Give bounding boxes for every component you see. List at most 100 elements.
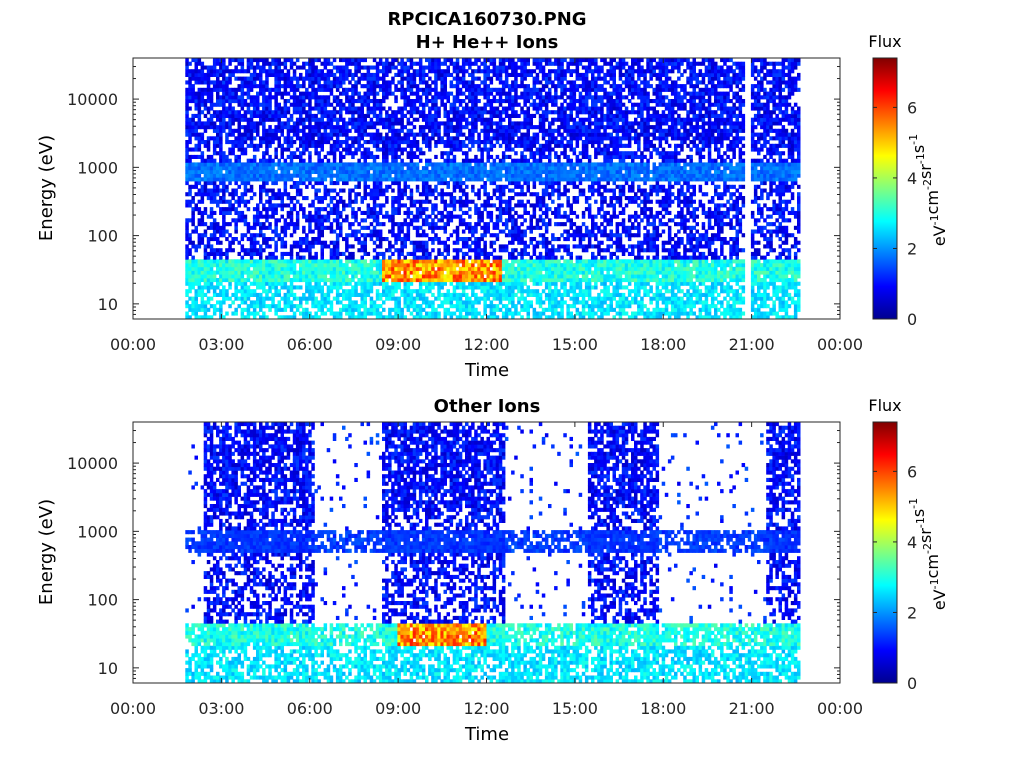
heatmap-cell	[195, 185, 199, 189]
heatmap-cell	[388, 263, 392, 267]
heatmap-cell	[311, 289, 315, 293]
heatmap-cell	[459, 148, 463, 152]
heatmap-cell	[493, 58, 497, 62]
heatmap-cell	[262, 95, 266, 99]
heatmap-cell	[191, 297, 195, 301]
heatmap-cell	[487, 118, 491, 122]
heatmap-cell	[281, 297, 285, 301]
heatmap-cell	[317, 289, 321, 293]
heatmap-cell	[278, 189, 282, 193]
heatmap-cell	[247, 271, 251, 275]
heatmap-cell	[327, 293, 331, 297]
heatmap-cell	[216, 267, 220, 271]
heatmap-cell	[281, 144, 285, 148]
heatmap-cell	[281, 237, 285, 241]
heatmap-cell	[462, 244, 466, 248]
heatmap-cell	[210, 215, 214, 219]
heatmap-cell	[397, 148, 401, 152]
heatmap-cell	[388, 248, 392, 252]
heatmap-cell	[394, 207, 398, 211]
heatmap-cell	[336, 233, 340, 237]
heatmap-cell	[207, 271, 211, 275]
heatmap-cell	[367, 162, 371, 166]
heatmap-cell	[407, 99, 411, 103]
heatmap-cell	[244, 170, 248, 174]
heatmap-cell	[191, 218, 195, 222]
heatmap-cell	[201, 162, 205, 166]
heatmap-cell	[299, 107, 303, 111]
heatmap-cell	[305, 95, 309, 99]
heatmap-cell	[284, 218, 288, 222]
heatmap-cell	[453, 312, 457, 316]
heatmap-cell	[216, 62, 220, 66]
heatmap-cell	[339, 226, 343, 230]
heatmap-cell	[404, 103, 408, 107]
heatmap-cell	[361, 133, 365, 137]
heatmap-cell	[422, 92, 426, 96]
heatmap-cell	[373, 162, 377, 166]
heatmap-cell	[376, 136, 380, 140]
heatmap-cell	[265, 274, 269, 278]
heatmap-cell	[422, 166, 426, 170]
heatmap-cell	[311, 218, 315, 222]
heatmap-cell	[231, 218, 235, 222]
heatmap-cell	[348, 129, 352, 133]
heatmap-cell	[195, 312, 199, 316]
heatmap-cell	[324, 66, 328, 70]
heatmap-cell	[321, 77, 325, 81]
heatmap-cell	[453, 118, 457, 122]
heatmap-cell	[462, 84, 466, 88]
heatmap-cell	[404, 77, 408, 81]
heatmap-cell	[219, 174, 223, 178]
heatmap-cell	[305, 133, 309, 137]
heatmap-cell	[311, 58, 315, 62]
heatmap-cell	[425, 140, 429, 144]
heatmap-cell	[431, 259, 435, 263]
heatmap-cell	[357, 293, 361, 297]
heatmap-cell	[407, 222, 411, 226]
heatmap-cell	[367, 289, 371, 293]
heatmap-cell	[370, 166, 374, 170]
heatmap-cell	[434, 297, 438, 301]
heatmap-cell	[271, 136, 275, 140]
heatmap-cell	[321, 118, 325, 122]
heatmap-cell	[397, 196, 401, 200]
heatmap-cell	[357, 80, 361, 84]
heatmap-cell	[410, 148, 414, 152]
heatmap-cell	[198, 293, 202, 297]
heatmap-cell	[324, 192, 328, 196]
heatmap-cell	[238, 144, 242, 148]
heatmap-cell	[394, 267, 398, 271]
heatmap-cell	[370, 297, 374, 301]
heatmap-cell	[364, 170, 368, 174]
heatmap-cell	[382, 159, 386, 163]
heatmap-cell	[234, 230, 238, 234]
heatmap-cell	[388, 244, 392, 248]
heatmap-cell	[284, 267, 288, 271]
heatmap-cell	[345, 274, 349, 278]
heatmap-cell	[302, 110, 306, 114]
heatmap-cell	[379, 121, 383, 125]
heatmap-cell	[388, 107, 392, 111]
heatmap-cell	[259, 80, 263, 84]
heatmap-cell	[434, 125, 438, 129]
heatmap-cell	[311, 69, 315, 73]
heatmap-cell	[468, 162, 472, 166]
heatmap-cell	[296, 95, 300, 99]
heatmap-cell	[419, 62, 423, 66]
heatmap-cell	[471, 77, 475, 81]
heatmap-cell	[410, 99, 414, 103]
heatmap-cell	[397, 211, 401, 215]
heatmap-cell	[425, 207, 429, 211]
heatmap-cell	[434, 92, 438, 96]
heatmap-cell	[247, 159, 251, 163]
heatmap-cell	[185, 233, 189, 237]
heatmap-cell	[305, 278, 309, 282]
heatmap-cell	[397, 282, 401, 286]
heatmap-cell	[330, 248, 334, 252]
heatmap-cell	[330, 300, 334, 304]
heatmap-cell	[308, 226, 312, 230]
heatmap-cell	[388, 267, 392, 271]
heatmap-cell	[222, 259, 226, 263]
heatmap-cell	[450, 174, 454, 178]
